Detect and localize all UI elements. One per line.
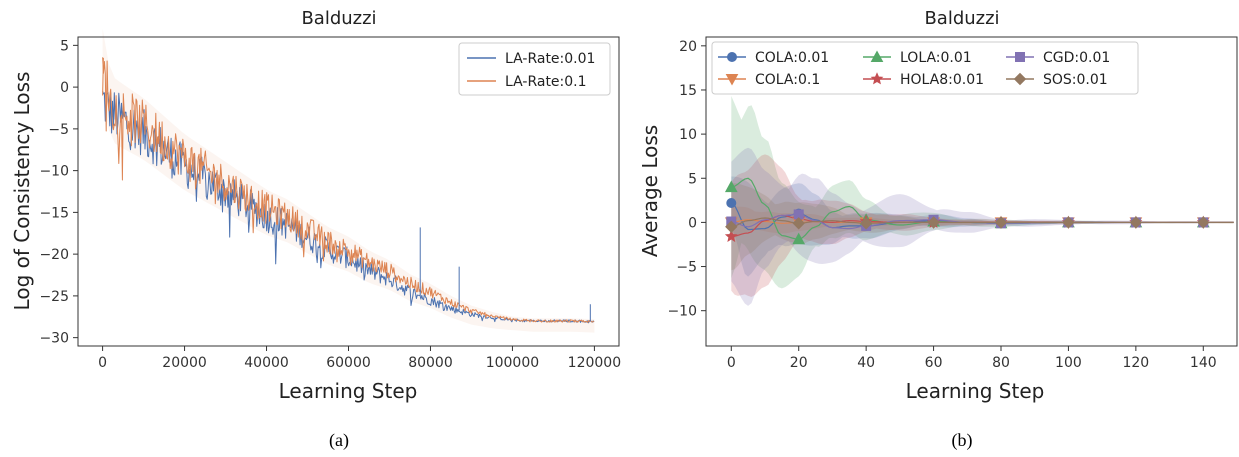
legend-marker-lola-0-01 xyxy=(870,50,884,62)
panel-a-x-ticks: 0 20000 40000 60000 80000 100000 120000 xyxy=(98,346,621,371)
legend-label-lola-0-01: LOLA:0.01 xyxy=(900,50,972,66)
std-band-cola-0-01 xyxy=(731,176,1234,277)
y-tick-label: −20 xyxy=(39,247,69,263)
y-tick-label: 5 xyxy=(688,171,697,187)
series-line-la-rate-001 xyxy=(102,91,595,324)
panel-b-y-ticks: 20 15 10 5 0 −5 −10 xyxy=(667,39,706,320)
legend-label-la-rate-001: LA-Rate:0.01 xyxy=(505,51,595,67)
x-tick-label: 80 xyxy=(992,355,1010,371)
x-tick-label: 60000 xyxy=(326,355,371,371)
marker-lola-0-01 xyxy=(792,232,806,245)
panel-b-series-markers xyxy=(724,180,1210,245)
panel-a-title: Balduzzi xyxy=(301,8,376,29)
x-tick-label: 20 xyxy=(790,355,808,371)
series-line-la-rate-01 xyxy=(102,57,595,324)
panel-a-noise-bands xyxy=(102,28,595,333)
legend-marker-hola8-0-01 xyxy=(870,72,884,85)
noise-band xyxy=(102,28,595,333)
x-tick-label: 40000 xyxy=(244,355,289,371)
panel-a-x-axis-label: Learning Step xyxy=(279,379,418,403)
legend-label-sos-0-01: SOS:0.01 xyxy=(1043,72,1108,88)
y-tick-label: 5 xyxy=(60,38,69,54)
panel-b-title: Balduzzi xyxy=(924,8,999,29)
spike-mark xyxy=(102,57,104,96)
panel-b-x-axis-label: Learning Step xyxy=(906,379,1045,403)
marker-hola8-0-01 xyxy=(724,229,738,243)
marker-sos-0-01 xyxy=(859,217,873,230)
marker-sos-0-01 xyxy=(1197,216,1210,229)
y-tick-label: −25 xyxy=(39,289,69,305)
panel-b-legend-box xyxy=(711,41,1139,95)
y-tick-label: 0 xyxy=(688,215,697,231)
y-tick-label: −10 xyxy=(39,164,69,180)
legend-marker-cola-0-01 xyxy=(727,52,737,62)
panel-b-legend: COLA:0.01 COLA:0.1 LOLA:0.01 HOLA8:0.01 CGD:… xyxy=(711,41,1139,95)
x-tick-label: 120000 xyxy=(568,355,621,371)
panel-b-y-axis-label: Average Loss xyxy=(638,125,662,257)
x-tick-label: 100000 xyxy=(486,355,539,371)
x-tick-label: 20000 xyxy=(162,355,207,371)
std-band-hola8-0-01 xyxy=(731,154,1234,297)
marker-sos-0-01 xyxy=(1129,216,1143,229)
marker-sos-0-01 xyxy=(994,216,1008,229)
panel-a-y-ticks: 5 0 −5 −10 −15 −20 −25 −30 xyxy=(39,38,78,347)
std-band-cgd-0-01 xyxy=(731,147,1234,306)
panel-b-caption: (b) xyxy=(952,430,973,451)
panel-a-legend: LA-Rate:0.01 LA-Rate:0.1 xyxy=(458,42,611,96)
panel-b-std-bands xyxy=(731,96,1234,306)
marker-sos-0-01 xyxy=(725,220,738,234)
y-tick-label: 20 xyxy=(679,39,697,55)
legend-label-hola8-0-01: HOLA8:0.01 xyxy=(900,72,984,88)
marker-lola-0-01 xyxy=(724,180,738,193)
x-tick-label: 100 xyxy=(1055,355,1082,371)
y-tick-label: −5 xyxy=(676,260,697,276)
x-tick-label: 0 xyxy=(98,355,107,371)
std-band-lola-0-01 xyxy=(731,96,1234,289)
legend-label-cgd-0-01: CGD:0.01 xyxy=(1043,50,1110,66)
y-tick-label: −30 xyxy=(39,331,69,347)
x-tick-label: 0 xyxy=(727,355,736,371)
panel-a-series-lines xyxy=(102,57,595,324)
y-tick-label: −5 xyxy=(48,122,69,138)
legend-marker-cgd-0-01 xyxy=(1015,52,1025,62)
legend-marker-cola-0-1 xyxy=(725,74,739,86)
x-tick-label: 140 xyxy=(1190,355,1217,371)
marker-sos-0-01 xyxy=(1062,216,1075,229)
panel-b-axes-frame xyxy=(705,36,1238,347)
panel-b-x-ticks: 0 20 40 60 80 100 120 140 xyxy=(727,346,1217,371)
marker-sos-0-01 xyxy=(792,217,805,230)
panel-b-chart: Balduzzi 0 20 40 60 80 100 120 140 20 15 10 5 0 −5 −1… xyxy=(638,8,1238,451)
legend-marker-sos-0-01 xyxy=(1013,72,1027,86)
x-tick-label: 60 xyxy=(925,355,943,371)
y-tick-label: −15 xyxy=(39,205,69,221)
x-tick-label: 120 xyxy=(1122,355,1149,371)
y-tick-label: 15 xyxy=(679,83,697,99)
y-tick-label: 10 xyxy=(679,127,697,143)
panel-a-caption: (a) xyxy=(329,430,349,451)
panel-a-legend-box xyxy=(458,42,611,96)
marker-cola-0-01 xyxy=(726,197,737,208)
legend-label-cola-0-01: COLA:0.01 xyxy=(755,50,829,66)
legend-label-la-rate-01: LA-Rate:0.1 xyxy=(505,74,587,90)
x-tick-label: 80000 xyxy=(408,355,453,371)
y-tick-label: −10 xyxy=(667,304,697,320)
legend-label-cola-0-1: COLA:0.1 xyxy=(755,72,820,88)
std-band-sos-0-01 xyxy=(731,183,1234,271)
marker-sos-0-01 xyxy=(927,216,940,229)
panel-a-chart: Balduzzi 0 20000 40000 60000 80000 100000 1200… xyxy=(10,8,621,451)
series-line-sos-0-01 xyxy=(731,217,1234,228)
panel-b-series-lines xyxy=(730,177,1234,240)
panel-a-y-axis-label: Log of Consistency Loss xyxy=(10,72,34,311)
x-tick-label: 40 xyxy=(857,355,875,371)
y-tick-label: 0 xyxy=(60,80,69,96)
